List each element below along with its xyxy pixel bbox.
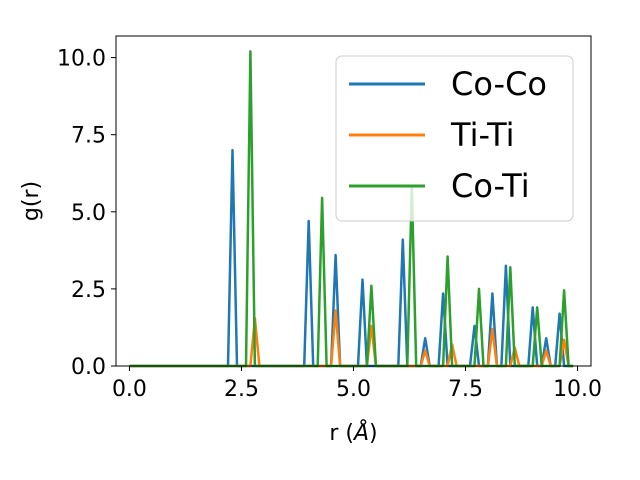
y-tick-label: 0.0	[71, 355, 106, 380]
x-tick-label: 0.0	[112, 377, 147, 402]
x-tick-label: 5.0	[336, 377, 371, 402]
y-tick-label: 7.5	[71, 124, 106, 149]
y-axis-ticks: 0.0 2.5 5.0 7.5 10.0	[57, 47, 116, 380]
x-axis-label-close: )	[369, 421, 378, 446]
legend-box	[335, 55, 574, 222]
x-tick-label: 7.5	[448, 377, 483, 402]
legend: Co-Co Ti-Ti Co-Ti	[335, 55, 574, 222]
y-axis-label: g(r)	[19, 181, 44, 221]
x-axis-label-unit: Å	[352, 419, 369, 446]
y-tick-label: 5.0	[71, 201, 106, 226]
y-tick-label: 2.5	[71, 278, 106, 303]
x-axis-label-text: r (	[329, 421, 354, 446]
legend-label-co-ti: Co-Ti	[451, 167, 530, 205]
x-axis-ticks: 0.0 2.5 5.0 7.5 10.0	[112, 366, 602, 402]
series-line-co-ti	[129, 50, 574, 368]
legend-label-co-co: Co-Co	[451, 65, 547, 103]
x-tick-label: 10.0	[553, 377, 602, 402]
legend-label-ti-ti: Ti-Ti	[450, 116, 515, 154]
x-tick-label: 2.5	[224, 377, 259, 402]
x-axis-label: r (Å)	[329, 419, 377, 446]
y-tick-label: 10.0	[57, 47, 106, 72]
